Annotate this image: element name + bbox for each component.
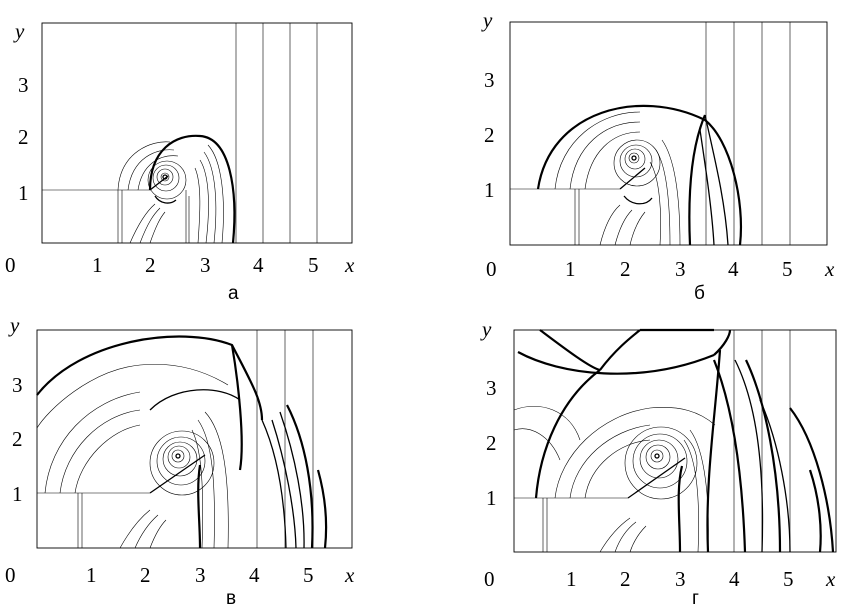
panel-g-x-tick-label: 1 (566, 567, 577, 591)
panel-g-frame (513, 329, 837, 553)
panel-g-y-tick-label: 3 (486, 376, 497, 400)
panel-v-x-tick-label: 3 (195, 563, 206, 587)
panel-a-y-tick-label: 3 (18, 73, 29, 97)
panel-b: 0 1 2 3 4 5 x 1 2 3 y б (481, 8, 835, 304)
panel-a-contours (42, 23, 318, 244)
panel-v: 0 1 2 3 4 5 x 1 2 3 y в (5, 313, 355, 607)
panel-b-x-tick-label: 5 (782, 257, 793, 281)
panel-v-x-axis-label: x (344, 563, 355, 587)
panel-v-frame (36, 329, 353, 549)
panel-a-y-axis-label: y (13, 19, 25, 43)
panel-g-origin-label: 0 (484, 567, 495, 591)
panel-v-x-tick-label: 2 (140, 563, 151, 587)
panel-b-y-tick-label: 2 (484, 123, 495, 147)
panel-g-x-tick-label: 4 (729, 567, 740, 591)
panel-g-x-tick-label: 5 (783, 567, 794, 591)
panel-b-caption: б (694, 283, 705, 304)
panel-g: 0 1 2 3 4 5 x 1 2 3 y г (480, 317, 837, 607)
panel-a-origin-label: 0 (5, 253, 16, 277)
panel-g-caption: г (692, 588, 699, 607)
panel-v-y-axis-label: y (8, 313, 20, 337)
panel-v-y-tick-label: 1 (12, 482, 23, 506)
panel-b-x-tick-label: 1 (565, 257, 576, 281)
panel-a-y-tick-label: 2 (18, 125, 29, 149)
panel-a-x-tick-label: 2 (145, 253, 156, 277)
panel-b-y-tick-label: 3 (484, 68, 495, 92)
panel-b-x-tick-label: 4 (728, 257, 739, 281)
panel-a-x-tick-label: 1 (92, 253, 103, 277)
panel-b-y-axis-label: y (481, 8, 493, 32)
panel-a-caption: а (228, 283, 239, 304)
panel-b-x-tick-label: 3 (675, 257, 686, 281)
panel-v-y-tick-label: 3 (12, 373, 23, 397)
panel-g-y-axis-label: y (480, 317, 492, 341)
panel-b-frame (509, 21, 828, 246)
panel-g-x-tick-label: 2 (620, 567, 631, 591)
panel-v-x-tick-label: 1 (86, 563, 97, 587)
panel-g-y-tick-label: 1 (486, 486, 497, 510)
panel-v-y-tick-label: 2 (12, 427, 23, 451)
panel-v-x-tick-label: 5 (303, 563, 314, 587)
panel-a-frame (41, 22, 353, 244)
panel-a-x-axis-label: x (344, 253, 355, 277)
panel-b-x-axis-label: x (824, 257, 835, 281)
panel-v-contours (36, 330, 328, 549)
panel-g-x-tick-label: 3 (675, 567, 686, 591)
panel-b-contours (510, 22, 791, 246)
panel-g-y-tick-label: 2 (486, 431, 497, 455)
panel-a-y-tick-label: 1 (18, 181, 29, 205)
panel-g-contours (513, 328, 835, 553)
panel-v-caption: в (226, 588, 236, 607)
panel-v-origin-label: 0 (5, 563, 16, 587)
panel-g-x-axis-label: x (825, 567, 836, 591)
panel-a-x-tick-label: 3 (200, 253, 211, 277)
panel-a-x-tick-label: 4 (253, 253, 264, 277)
panel-b-y-tick-label: 1 (484, 178, 495, 202)
panel-a-x-tick-label: 5 (308, 253, 319, 277)
panel-v-x-tick-label: 4 (249, 563, 260, 587)
panel-b-x-tick-label: 2 (620, 257, 631, 281)
panel-b-origin-label: 0 (486, 257, 497, 281)
panel-a: 0 1 2 3 4 5 x 1 2 3 y а (5, 19, 355, 304)
